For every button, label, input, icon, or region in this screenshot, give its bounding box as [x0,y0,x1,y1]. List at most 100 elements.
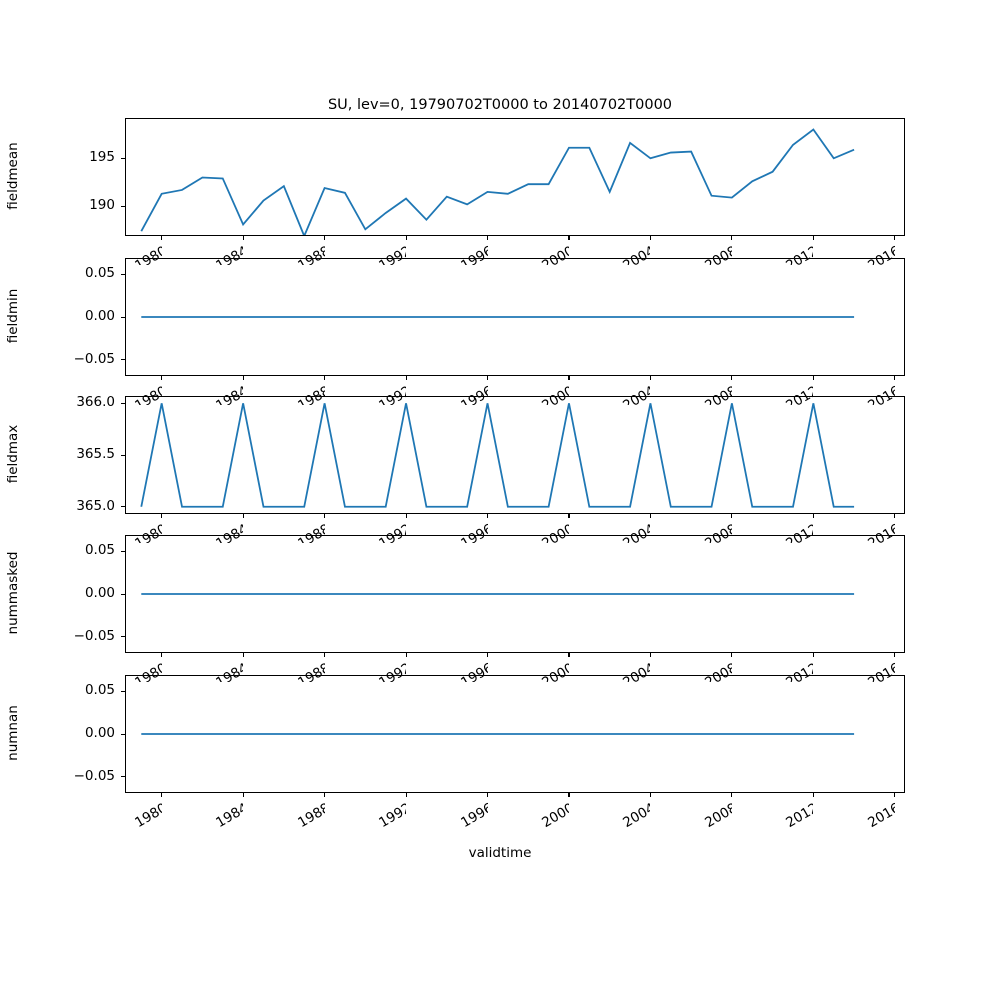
y-tick-mark [121,550,125,552]
x-tick-mark [568,376,570,380]
x-tick-mark [894,376,896,380]
x-tick-label: 2004 [620,800,651,832]
x-tick-mark [405,236,407,240]
x-tick-mark [161,793,163,797]
x-tick-mark [161,236,163,240]
x-tick-mark [242,376,244,380]
x-tick-mark [731,236,733,240]
x-tick-mark [731,514,733,518]
x-tick-mark [487,793,489,797]
x-tick-label: 1988 [294,800,325,832]
x-tick-mark [649,793,652,797]
series-line-fieldmean [140,128,855,236]
y-tick-label: −0.05 [73,767,115,784]
y-tick-mark [121,359,125,361]
x-tick-mark [487,376,489,380]
y-tick-label: 0.05 [84,682,115,699]
y-tick-label: 0.05 [84,542,115,559]
x-tick-label-wrap: 1984 [183,800,243,840]
x-axis-label: validtime [468,845,532,861]
x-tick-label: 2000 [539,800,569,832]
y-axis-label-fieldmean: fieldmean [5,142,21,210]
x-tick-mark [812,653,814,657]
y-tick-mark [121,273,125,275]
subplot-fieldmax [125,396,905,514]
x-tick-mark [324,514,326,518]
subplot-fieldmin [125,258,905,376]
y-tick-mark [121,157,125,159]
x-tick-mark [161,653,163,657]
subplot-numnan [125,675,905,793]
x-tick-mark [731,793,733,797]
y-tick-label: 0.00 [84,725,115,741]
x-tick-mark [161,376,163,380]
y-axis-label-nummasked: nummasked [5,551,21,635]
y-tick-label: 0.00 [84,585,115,601]
y-axis-label-numnan: numnan [5,705,21,761]
y-axis-label-fieldmax: fieldmax [5,424,21,484]
x-tick-label: 1996 [457,800,488,832]
y-tick-mark [121,776,125,778]
x-tick-label-wrap: 2012 [753,800,814,840]
x-tick-mark [242,514,244,518]
x-tick-mark [649,376,652,380]
x-tick-mark [568,653,570,657]
x-tick-label-wrap: 1992 [346,800,406,840]
x-tick-mark [242,236,244,240]
x-tick-mark [242,653,244,657]
subplot-fieldmean [125,118,905,236]
y-axis-label-fieldmin: fieldmin [5,288,21,344]
x-tick-mark [405,376,407,380]
y-tick-mark [121,733,125,735]
x-tick-mark [324,793,326,797]
x-tick-mark [487,653,489,657]
x-tick-mark [812,514,814,518]
figure-title: SU, lev=0, 19790702T0000 to 20140702T000… [327,97,673,113]
x-tick-label: 1984 [213,800,244,832]
x-tick-label-wrap: 1980 [102,800,162,840]
x-tick-mark [731,653,733,657]
x-tick-mark [242,793,244,797]
y-tick-label: 365.5 [76,446,115,462]
x-tick-mark [487,514,489,518]
x-tick-mark [568,793,570,797]
x-tick-mark [812,236,814,240]
x-tick-label: 2012 [783,800,814,832]
subplot-nummasked [125,535,905,653]
plot-area-fieldmean [125,118,905,236]
x-tick-label-wrap: 1996 [428,800,488,840]
x-tick-mark [161,514,163,518]
x-tick-mark [568,514,570,518]
y-tick-mark [121,636,125,638]
x-tick-label: 1992 [376,800,407,832]
x-tick-mark [405,653,407,657]
y-tick-label: 365.0 [76,497,115,514]
x-tick-mark [649,514,652,518]
x-tick-label-wrap: 2000 [509,800,569,840]
x-tick-mark [812,793,814,797]
y-tick-label: 195 [89,149,115,166]
y-tick-mark [121,593,125,595]
x-tick-mark [731,376,733,380]
x-tick-mark [894,653,896,657]
y-tick-label: −0.05 [73,627,115,644]
x-tick-label-wrap: 2004 [590,800,651,840]
series-line-fieldmax [140,403,855,508]
x-tick-mark [405,793,407,797]
y-tick-mark [121,506,125,508]
x-tick-mark [324,653,326,657]
x-tick-mark [649,236,652,240]
y-tick-mark [121,402,125,404]
plot-area-fieldmax [125,396,905,514]
x-tick-label: 2016 [865,800,895,832]
x-tick-label: 2008 [702,800,732,832]
plot-area-nummasked [125,535,905,653]
x-tick-mark [894,514,896,518]
y-tick-label: −0.05 [73,350,115,367]
y-tick-label: 0.00 [84,308,115,324]
x-tick-mark [324,376,326,380]
y-tick-mark [121,690,125,692]
x-tick-mark [812,376,814,380]
plot-area-fieldmin [125,258,905,376]
